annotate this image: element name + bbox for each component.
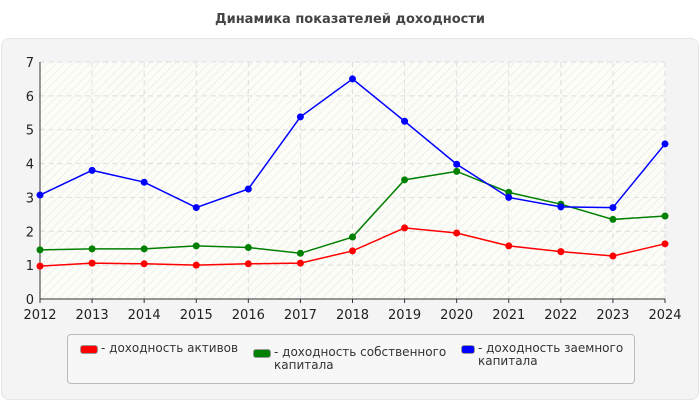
x-tick-label: 2014: [128, 308, 161, 323]
data-point: [505, 193, 513, 201]
data-point: [244, 244, 252, 252]
y-tick-label: 4: [26, 158, 34, 173]
x-tick-label: 2018: [336, 308, 369, 323]
data-point: [349, 75, 356, 83]
x-tick-label: 2019: [388, 308, 421, 323]
legend-swatch: [80, 345, 98, 354]
data-point: [453, 167, 461, 175]
y-tick-label: 7: [26, 56, 34, 71]
data-point: [453, 160, 461, 168]
data-point: [140, 260, 148, 268]
legend-item-assets: - доходность активов: [80, 342, 238, 355]
x-tick-label: 2016: [232, 308, 265, 323]
data-point: [609, 204, 617, 212]
data-point: [661, 140, 669, 148]
data-point: [453, 229, 461, 237]
data-point: [401, 176, 409, 184]
data-point: [401, 224, 409, 232]
data-point: [140, 178, 148, 186]
data-point: [296, 113, 304, 121]
data-point: [505, 242, 513, 250]
data-point: [557, 203, 565, 211]
data-point: [88, 259, 96, 267]
legend-item-equity: - доходность собственного капитала: [253, 346, 454, 372]
data-point: [192, 261, 200, 269]
x-tick-label: 2020: [440, 308, 473, 323]
x-tick-label: 2023: [596, 308, 629, 323]
y-tick-label: 2: [26, 225, 34, 240]
y-tick-label: 5: [26, 124, 34, 139]
x-tick-label: 2013: [76, 308, 109, 323]
y-tick-label: 6: [26, 90, 34, 105]
legend-item-debt: - доходность заемного капитала: [461, 342, 634, 368]
legend-swatch: [461, 345, 475, 354]
data-point: [505, 188, 513, 196]
data-point: [140, 245, 148, 253]
x-tick-label: 2012: [23, 308, 56, 323]
data-point: [557, 248, 565, 256]
data-point: [609, 215, 617, 223]
data-point: [349, 247, 356, 255]
legend: - доходность активов - доходность собств…: [67, 334, 635, 384]
data-point: [88, 245, 96, 253]
y-tick-label: 0: [26, 293, 34, 308]
x-tick-label: 2017: [284, 308, 317, 323]
x-tick-label: 2021: [492, 308, 525, 323]
data-point: [401, 117, 409, 125]
data-point: [661, 240, 669, 248]
legend-label: - доходность активов: [101, 341, 239, 355]
legend-label: - доходность собственного капитала: [274, 345, 447, 372]
x-tick-label: 2022: [544, 308, 577, 323]
data-point: [349, 233, 356, 241]
data-point: [88, 166, 96, 174]
data-point: [36, 262, 44, 270]
data-point: [244, 260, 252, 268]
data-point: [296, 249, 304, 257]
data-point: [36, 246, 44, 254]
data-point: [661, 212, 669, 220]
data-point: [244, 185, 252, 193]
x-tick-label: 2024: [648, 308, 681, 323]
data-point: [296, 259, 304, 267]
data-point: [36, 191, 44, 199]
x-tick-label: 2015: [180, 308, 213, 323]
chart-title: Динамика показателей доходности: [215, 12, 485, 27]
y-tick-label: 3: [26, 191, 34, 206]
y-tick-label: 1: [26, 259, 34, 274]
data-point: [192, 204, 200, 212]
legend-label: - доходность заемного капитала: [477, 341, 624, 368]
data-point: [192, 242, 200, 250]
data-point: [609, 252, 617, 260]
legend-swatch: [253, 349, 271, 358]
